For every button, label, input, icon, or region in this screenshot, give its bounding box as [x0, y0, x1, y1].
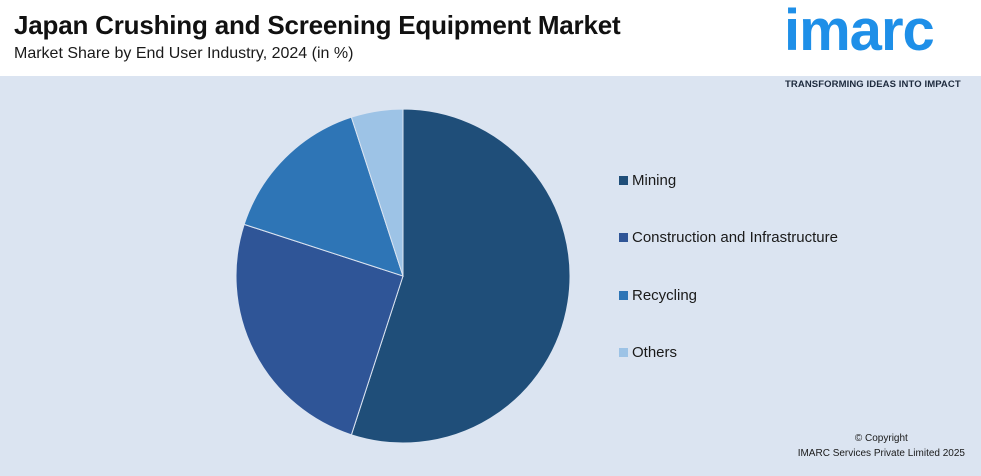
legend-item: Mining — [619, 168, 676, 192]
chart-title: Japan Crushing and Screening Equipment M… — [14, 10, 621, 40]
legend-item: Construction and Infrastructure — [619, 226, 838, 250]
imarc-logo: imarc TRANSFORMING IDEAS INTO IMPACT — [784, 2, 974, 91]
legend-swatch — [619, 348, 628, 357]
legend-item: Recycling — [619, 283, 697, 307]
pie-slice-mining — [350, 108, 571, 444]
legend-item: Others — [619, 341, 677, 365]
pie-slice-construction-and-infrastructure — [235, 223, 404, 436]
legend-label: Recycling — [632, 286, 698, 304]
legend-swatch — [619, 233, 628, 242]
copyright-notice: © Copyright IMARC Services Private Limit… — [798, 431, 965, 461]
header-band — [0, 0, 981, 76]
copyright-line-1: © Copyright — [854, 433, 908, 444]
chart-subtitle: Market Share by End User Industry, 2024 … — [14, 45, 354, 62]
pie-slice-recycling — [243, 116, 404, 277]
logo-wordmark: imarc — [784, 0, 935, 63]
legend-swatch — [619, 175, 628, 185]
logo-tagline: TRANSFORMING IDEAS INTO IMPACT — [785, 79, 961, 90]
pie-slice-others — [350, 108, 404, 277]
legend-swatch — [619, 290, 628, 300]
legend-label: Mining — [632, 171, 677, 189]
legend-label: Others — [632, 344, 678, 361]
legend-label: Construction and Infrastructure — [632, 229, 838, 246]
copyright-line-2: IMARC Services Private Limited 2025 — [797, 448, 965, 459]
